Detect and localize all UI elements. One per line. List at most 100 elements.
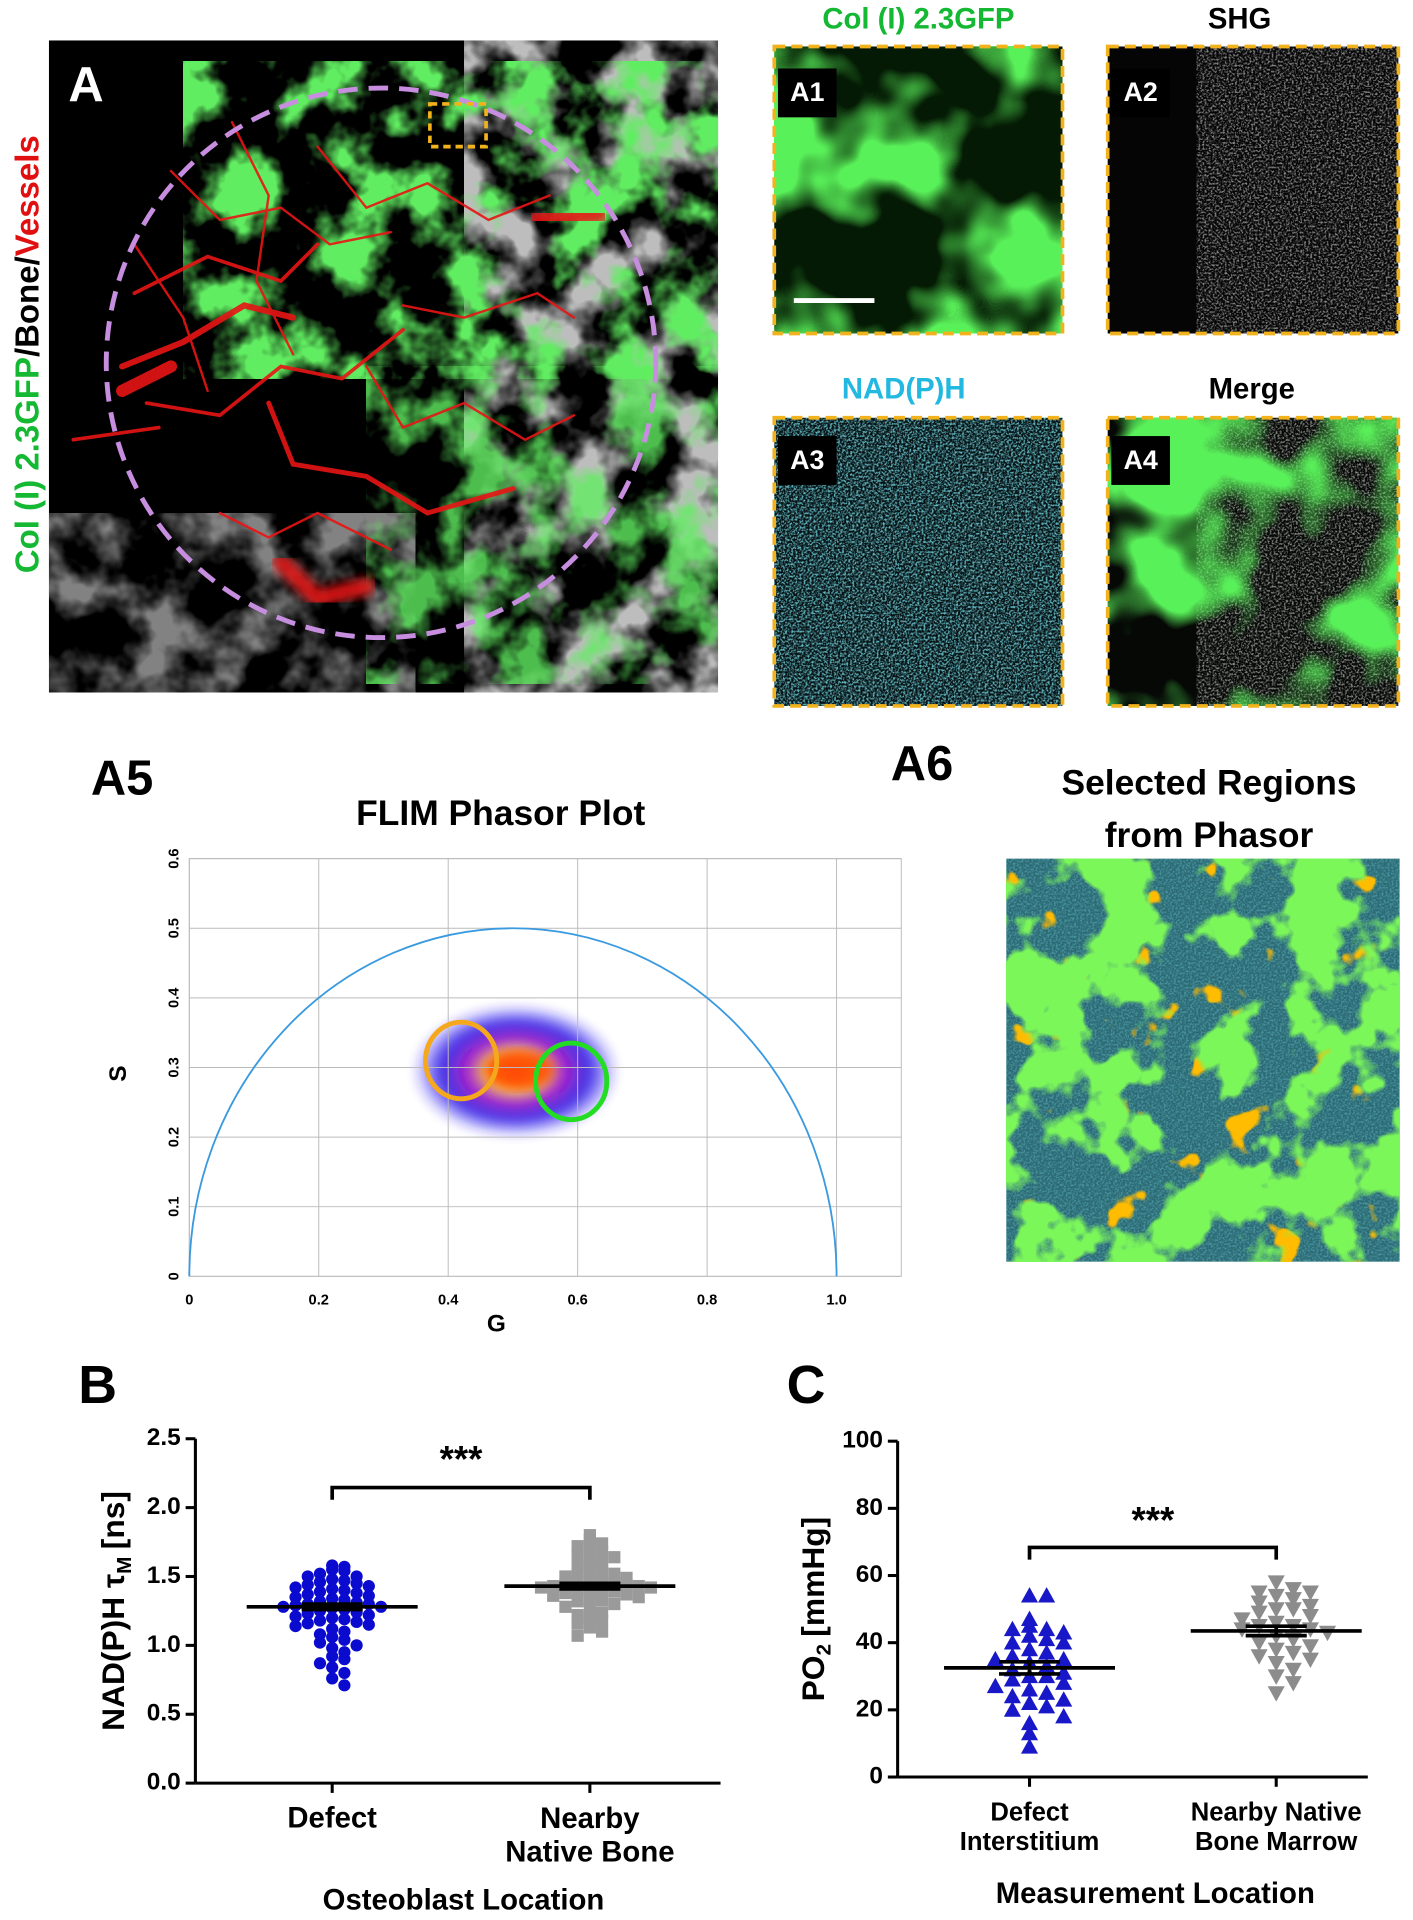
y-tick-label: 0.5 (147, 1700, 181, 1727)
inset-a1: A1 Col (I) 2.3GFP (772, 3, 1065, 336)
data-point (1267, 1588, 1285, 1605)
y-tick-label: 1.5 (147, 1562, 181, 1589)
x-tick-label: 0 (185, 1293, 193, 1309)
inset-label: A2 (1123, 77, 1157, 107)
y-tick-label: 100 (842, 1427, 883, 1454)
data-point (1038, 1620, 1056, 1637)
data-point (1267, 1642, 1285, 1658)
data-point (571, 1629, 584, 1642)
data-point (1267, 1602, 1285, 1618)
y-tick-label: 0.2 (167, 1127, 183, 1147)
data-point (313, 1636, 327, 1649)
y-label-unit: [ns] (95, 1491, 131, 1549)
data-point (1003, 1701, 1021, 1717)
data-point (583, 1542, 596, 1556)
y-tick-label: 20 (856, 1695, 883, 1722)
y-label-sub: 2 (813, 1644, 836, 1656)
data-point (338, 1584, 351, 1597)
x-axis-label: G (487, 1311, 506, 1338)
x-tick-label: 0.8 (697, 1293, 717, 1309)
panel-a-image: A (48, 40, 719, 693)
data-point (986, 1677, 1004, 1694)
data-point (1301, 1608, 1319, 1625)
data-point (362, 1580, 375, 1593)
data-point (326, 1611, 339, 1624)
data-point (1055, 1664, 1073, 1680)
y-tick-label: 1.0 (147, 1631, 181, 1658)
y-tick-label: 0.5 (167, 918, 183, 938)
y-tick-label: 0.3 (167, 1057, 183, 1077)
data-point (608, 1597, 621, 1611)
significance-bracket (1027, 1545, 1279, 1560)
phasor-cursor (423, 1019, 500, 1102)
x-axis-label: Measurement Location (996, 1877, 1315, 1910)
data-point (313, 1585, 327, 1598)
universal-circle (188, 927, 838, 1277)
data-point (301, 1617, 314, 1630)
data-point (1038, 1684, 1056, 1700)
data-point (1267, 1655, 1285, 1672)
significance: *** (440, 1439, 484, 1480)
data-point (1284, 1676, 1302, 1692)
data-point (1284, 1602, 1302, 1618)
inset-a4: A4 Merge (1105, 373, 1401, 708)
y-label-unit: [mmHg] (795, 1517, 831, 1637)
data-point (313, 1575, 327, 1589)
error-bar (301, 1602, 363, 1612)
data-point (350, 1577, 363, 1590)
data-point (1055, 1708, 1073, 1724)
data-point (1038, 1587, 1056, 1603)
data-point (632, 1591, 645, 1604)
significance: *** (1131, 1500, 1175, 1541)
data-point (1318, 1625, 1337, 1642)
inset-label: A1 (790, 77, 824, 107)
data-point (1055, 1624, 1073, 1640)
data-point (350, 1586, 363, 1600)
y-tick-label: 0.4 (167, 987, 183, 1008)
y-tick-label: 2.5 (147, 1424, 181, 1451)
data-point (1020, 1738, 1039, 1754)
y-axis-label: S (105, 1065, 132, 1081)
data-point (571, 1595, 584, 1608)
data-point (583, 1562, 596, 1575)
data-point (350, 1639, 363, 1652)
y-axis-label: NAD(P)H τM [ns] (95, 1491, 136, 1731)
data-point (338, 1666, 351, 1680)
data-point (1055, 1634, 1073, 1650)
data-point (1301, 1585, 1319, 1601)
data-point (1284, 1592, 1302, 1608)
data-point (1038, 1644, 1056, 1660)
data-point (583, 1592, 596, 1605)
data-point (1003, 1634, 1021, 1650)
inset-title: NAD(P)H (842, 373, 966, 406)
y-label-text: NAD(P)H τ (95, 1574, 131, 1731)
inset-a3: A3 NAD(P)H (772, 373, 1065, 708)
data-point (1267, 1669, 1285, 1685)
a6-title: Selected Regions (1061, 763, 1356, 803)
data-point (338, 1564, 351, 1578)
data-point (362, 1618, 375, 1631)
data-point (1284, 1645, 1302, 1662)
x-tick-label: 1.0 (826, 1293, 846, 1309)
data-point (1250, 1585, 1268, 1601)
data-point (362, 1608, 375, 1622)
y-label-sub: M (113, 1557, 136, 1574)
data-point (1301, 1639, 1319, 1655)
data-point (1038, 1697, 1056, 1714)
data-point (571, 1548, 584, 1561)
data-point (326, 1582, 339, 1595)
stain-vessels: Vessels (8, 135, 45, 256)
panel-label: A (68, 58, 103, 112)
data-point (583, 1533, 596, 1546)
y-label-text: PO (795, 1656, 831, 1702)
x-tick-label: Nearby Native Bone (505, 1802, 674, 1869)
data-point (313, 1657, 327, 1670)
data-point (1055, 1674, 1073, 1690)
data-point (1003, 1620, 1021, 1637)
data-point (595, 1614, 609, 1627)
data-point (1233, 1612, 1251, 1628)
data-point (1020, 1681, 1039, 1697)
inset-title: Merge (1209, 373, 1295, 406)
y-tick-label: 40 (856, 1628, 883, 1655)
